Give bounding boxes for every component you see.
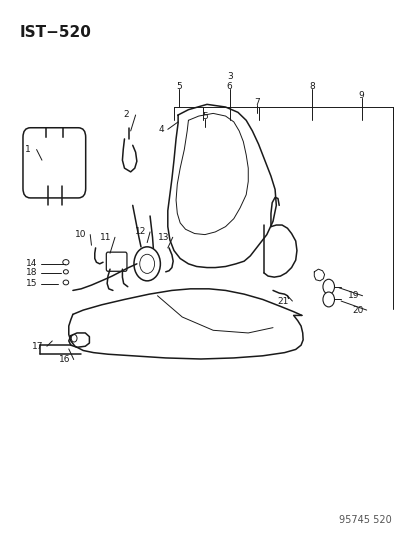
Text: 17: 17 [32,342,43,351]
Text: 18: 18 [26,269,37,277]
Circle shape [322,292,334,307]
Text: 1: 1 [25,145,30,154]
Circle shape [71,335,77,342]
Circle shape [134,247,160,281]
Text: 11: 11 [100,233,112,242]
Text: 5: 5 [176,82,181,91]
Text: 3: 3 [226,71,232,80]
Circle shape [140,254,154,273]
Text: 20: 20 [351,305,363,314]
Text: 13: 13 [157,233,169,242]
Text: 9: 9 [358,91,364,100]
Text: 15: 15 [26,279,37,288]
Text: 16: 16 [59,355,70,364]
Text: 5: 5 [202,112,207,121]
Text: IST−520: IST−520 [19,25,91,39]
Text: 10: 10 [75,230,87,239]
Ellipse shape [63,270,68,274]
Text: 6: 6 [226,82,232,91]
Text: 4: 4 [159,125,164,134]
Text: 95745 520: 95745 520 [338,515,391,524]
Text: 21: 21 [277,296,288,305]
FancyBboxPatch shape [106,252,127,271]
Text: 7: 7 [254,98,260,107]
FancyBboxPatch shape [23,128,85,198]
Ellipse shape [63,280,69,285]
Text: 12: 12 [135,228,146,237]
Ellipse shape [63,260,69,265]
Text: 14: 14 [26,260,37,268]
Text: 2: 2 [123,110,129,119]
Text: 8: 8 [309,82,314,91]
Text: 19: 19 [347,291,358,300]
Circle shape [322,279,334,294]
